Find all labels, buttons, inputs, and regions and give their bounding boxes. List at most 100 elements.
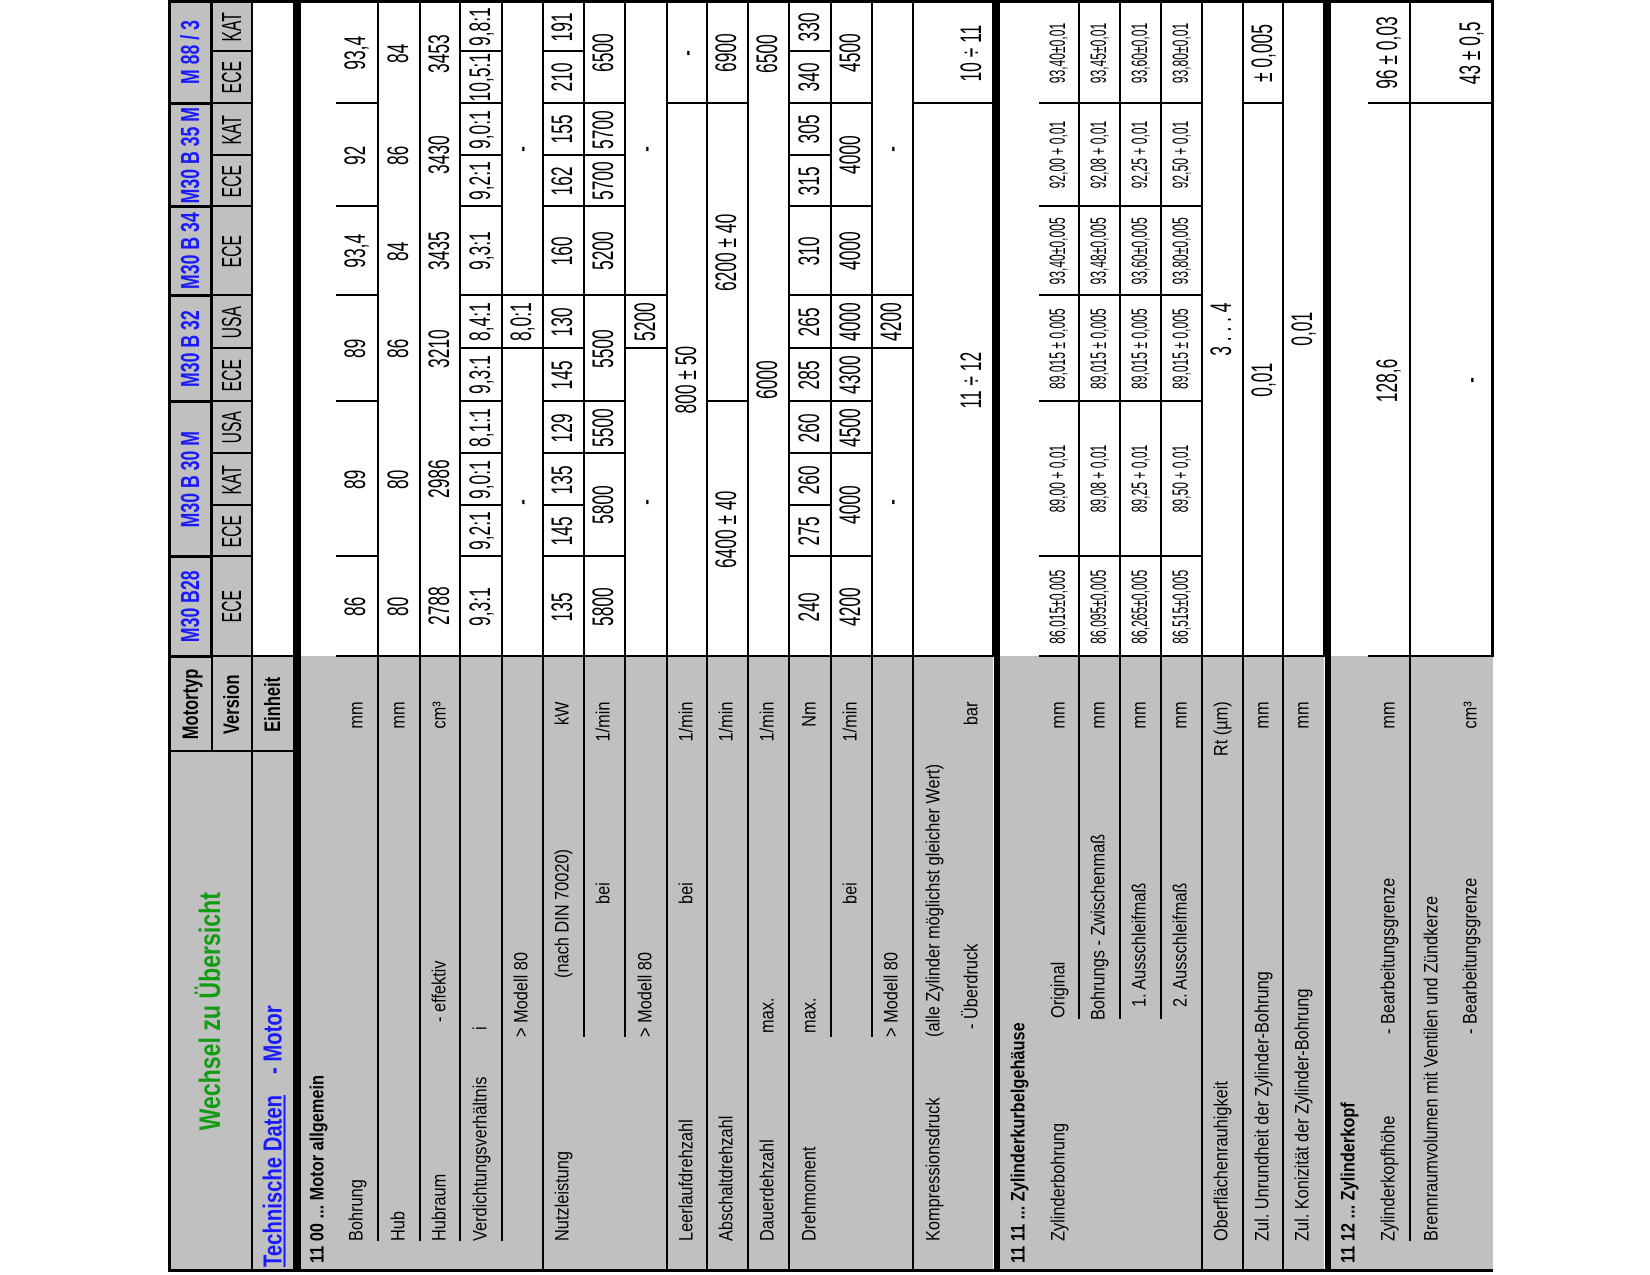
spec-value: 93,4: [339, 35, 372, 70]
spec-value-cell: 9,0:1: [459, 103, 502, 156]
spec-label-cell: > Modell 80: [501, 751, 543, 1271]
spec-value-cell: 93,60±0,005: [1119, 206, 1161, 296]
spec-value: 93,48±0,005: [1086, 217, 1111, 285]
spec-value: -: [505, 499, 538, 506]
spec-value-cell: -: [624, 1, 667, 296]
spec-value: 5500: [587, 329, 620, 368]
spec-value-cell: -: [624, 348, 667, 657]
tech-data-link[interactable]: Technische Daten: [257, 1094, 287, 1267]
spec-value-cell: 80: [377, 556, 420, 657]
spec-value: 210: [546, 62, 579, 92]
spec-value: -: [628, 499, 662, 506]
spec-value-cell: 80: [377, 401, 420, 557]
version-cell: ECE: [211, 348, 252, 402]
spec-value-cell: ± 0,005: [1242, 1, 1283, 104]
spec-unit-cell: Nm: [788, 656, 831, 752]
version-cell: ECE: [211, 206, 252, 296]
spec-value-cell: 4200: [871, 295, 913, 349]
spec-value-cell: 92,00 + 0,01: [1038, 103, 1079, 207]
section-title: 11 11 ... Zylinderkurbelgehäuse: [1008, 1022, 1030, 1263]
spec-sublabel: > Modell 80: [511, 952, 533, 1037]
spec-value: 86: [381, 145, 415, 165]
spec-value-cell: 10 ÷ 11: [912, 1, 993, 104]
spec-label: Brennraumvolumen mit Ventilen und Zündke…: [1421, 895, 1443, 1241]
spec-unit-cell: Rt (µm): [1201, 656, 1243, 756]
engine-spec-sheet: Wechsel zu Übersicht Motortyp M30 B28 M3…: [168, 0, 1494, 1272]
spec-value: 260: [792, 464, 826, 495]
spec-value: 0,01: [1286, 312, 1319, 347]
spec-value-cell: 93,80±0,01: [1160, 1, 1202, 104]
spec-value-cell: 84: [377, 1, 420, 104]
engine-name[interactable]: M30 B28: [175, 570, 205, 643]
spec-label-cell: bei: [583, 751, 625, 1271]
engine-header[interactable]: M30 B 35 M: [169, 103, 212, 207]
spec-unit-cell: bar: [912, 656, 993, 752]
spec-value: 2986: [422, 459, 456, 499]
spec-value-cell: 160: [542, 206, 584, 296]
spec-value-cell: 3 . . . 4: [1201, 1, 1243, 657]
spec-unit-cell: [501, 656, 543, 752]
spec-unit: kW: [552, 701, 574, 726]
spec-sublabel: - Überdruck: [961, 943, 983, 1029]
spec-value: 84: [381, 43, 415, 63]
spec-unit: mm: [1292, 701, 1314, 729]
engine-header[interactable]: M30 B 32: [169, 295, 212, 402]
spec-value: 89,25 + 0,01: [1127, 445, 1152, 513]
version-label: ECE: [215, 358, 247, 392]
spec-value-cell: 265: [788, 295, 831, 349]
spec-value: 10 ÷ 11: [954, 24, 988, 82]
spec-value: 8,4:1: [463, 302, 497, 342]
spec-value: 11 ÷ 12: [954, 351, 988, 409]
engine-name[interactable]: M30 B 32: [175, 310, 205, 387]
spec-value: 93,40±0,01: [1045, 22, 1070, 83]
spec-value: 5800: [587, 485, 620, 525]
version-header: Version: [211, 656, 252, 752]
engine-header[interactable]: M30 B28: [169, 556, 212, 657]
spec-value-cell: 84: [377, 206, 420, 296]
spec-unit: mm: [1088, 701, 1110, 729]
section-title-cell: 11 11 ... Zylinderkurbelgehäuse: [998, 656, 1039, 1271]
spec-value: 315: [792, 166, 826, 196]
spec-value: 265: [792, 307, 826, 337]
spec-value-cell: 89,015 ± 0,005: [1078, 295, 1120, 402]
spec-value: 275: [792, 516, 826, 546]
engine-name[interactable]: M30 B 34: [175, 212, 205, 290]
spec-value: 260: [792, 412, 826, 443]
spec-value-cell: 2986: [419, 401, 460, 557]
spec-unit: cm³: [429, 701, 450, 729]
engine-header[interactable]: M30 B 34: [169, 206, 212, 296]
spec-sublabel: Original: [1048, 961, 1069, 1018]
spec-value-cell: 210: [542, 51, 584, 104]
spec-row: > Modell 80 - 5200 -: [624, 1, 667, 1271]
spec-value: 8,0:1: [505, 302, 538, 342]
spec-unit-cell: cm³: [419, 656, 460, 752]
spec-row: Zylinderbohrung Original mm 86,015±0,005 89,…: [1038, 1, 1079, 1271]
engine-name[interactable]: M30 B 35 M: [175, 106, 205, 204]
engine-name[interactable]: M30 B 30 M: [175, 430, 205, 528]
spec-value-cell: 0,01: [1282, 1, 1324, 657]
spec-unit-cell: mm: [377, 656, 420, 752]
version-label: ECE: [215, 164, 247, 198]
spec-value-cell: 9,3:1: [459, 206, 502, 296]
spec-value-cell: 240: [788, 556, 831, 657]
spec-value: 800 ± 50: [669, 346, 703, 414]
engine-name[interactable]: M 88 / 3: [175, 20, 205, 85]
engine-header[interactable]: M30 B 30 M: [169, 401, 212, 557]
spec-value-cell: 92,08 + 0,01: [1078, 103, 1120, 207]
motor-link[interactable]: - Motor: [257, 1005, 287, 1074]
spec-value-cell: 5500: [583, 295, 625, 402]
spec-value: ± 0,005: [1245, 23, 1279, 82]
spec-value-cell: 5700: [583, 103, 625, 156]
engine-header[interactable]: M 88 / 3: [169, 1, 212, 104]
spec-value-cell: 93,80±0,005: [1160, 206, 1202, 296]
spec-unit-cell: [871, 656, 913, 752]
spec-sublabel: - effektiv: [429, 960, 450, 1022]
spec-value: 160: [546, 236, 579, 266]
overview-link[interactable]: Wechsel zu Übersicht: [193, 891, 227, 1130]
spec-label-cell: Abschaltdrehzahl: [706, 751, 748, 1271]
spec-value-cell: 4200: [830, 556, 872, 657]
spec-value: 92,25 + 0,01: [1127, 121, 1152, 189]
overview-link-cell[interactable]: Wechsel zu Übersicht: [169, 751, 252, 1271]
spec-value-cell: 93,40±0,01: [1038, 1, 1079, 104]
spec-value-cell: 89,08 + 0,01: [1078, 401, 1120, 557]
